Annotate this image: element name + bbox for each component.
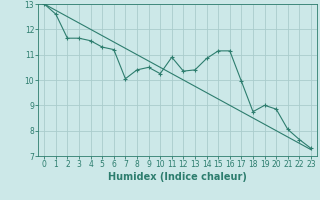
X-axis label: Humidex (Indice chaleur): Humidex (Indice chaleur) [108, 172, 247, 182]
